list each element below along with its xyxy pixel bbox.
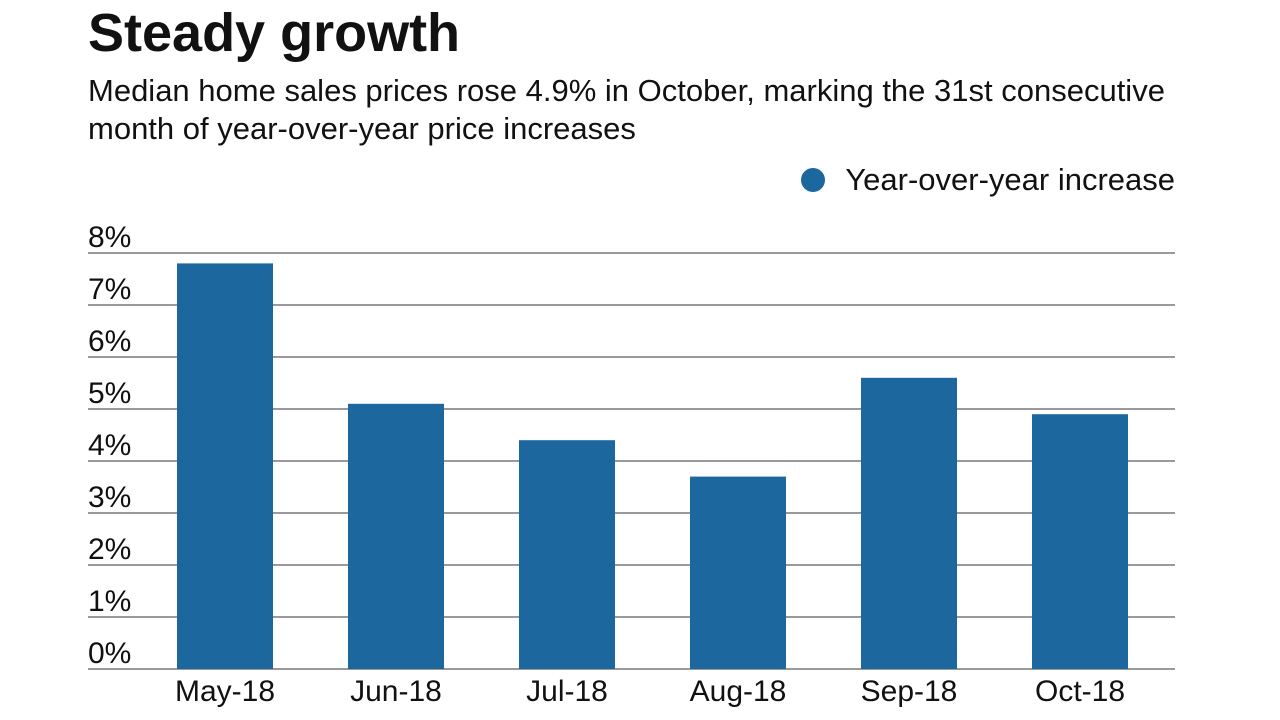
x-tick-label: May-18 [175, 675, 275, 708]
y-tick-label: 6% [88, 325, 131, 358]
y-tick-label: 3% [88, 481, 131, 514]
legend-label: Year-over-year increase [845, 162, 1175, 197]
y-tick-label: 4% [88, 429, 131, 462]
y-tick-label: 7% [88, 273, 131, 306]
chart-subtitle: Median home sales prices rose 4.9% in Oc… [88, 73, 1165, 146]
y-tick-label: 8% [88, 221, 131, 254]
y-tick-label: 1% [88, 585, 131, 618]
bar-jul-18 [519, 440, 615, 669]
bar-aug-18 [690, 476, 786, 669]
x-tick-label: Jun-18 [350, 675, 442, 708]
bar-may-18 [177, 263, 273, 669]
x-tick-label: Oct-18 [1035, 675, 1125, 708]
y-tick-label: 2% [88, 533, 131, 566]
bar-sep-18 [861, 377, 957, 669]
y-tick-label: 0% [88, 637, 131, 670]
bar-oct-18 [1032, 414, 1128, 669]
legend-marker [801, 168, 826, 192]
x-tick-label: Jul-18 [526, 675, 608, 708]
x-tick-label: Aug-18 [690, 675, 787, 708]
chart-title: Steady growth [88, 3, 461, 63]
y-tick-label: 5% [88, 377, 131, 410]
legend: Year-over-year increase [801, 162, 1175, 198]
x-tick-label: Sep-18 [861, 675, 958, 708]
bar-jun-18 [348, 403, 444, 669]
